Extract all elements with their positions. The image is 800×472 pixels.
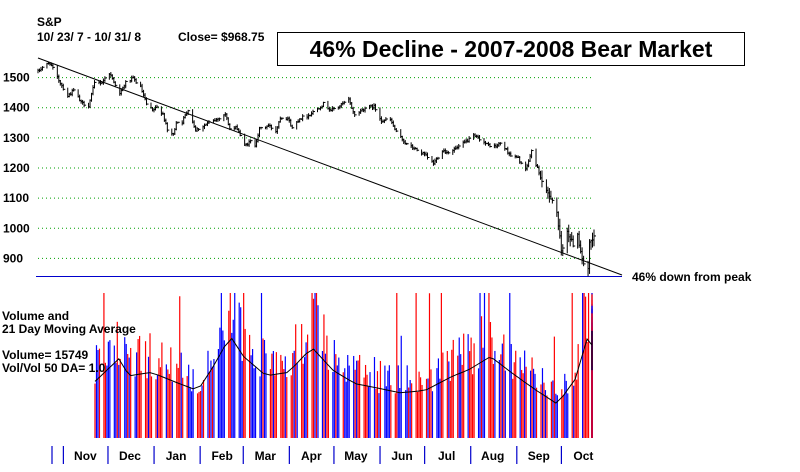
volume-title-line-1: Volume and xyxy=(2,309,70,323)
month-label-2: Jan xyxy=(166,449,187,463)
month-label-4: Mar xyxy=(255,449,277,463)
month-label-3: Feb xyxy=(211,449,232,463)
month-label-6: May xyxy=(344,449,368,463)
volume-ratio: Vol/Vol 50 DA= 1.0 xyxy=(2,361,106,375)
month-label-7: Jun xyxy=(391,449,412,463)
volume-value: Volume= 15749 xyxy=(2,348,89,362)
y-tick-label-1500: 1500 xyxy=(3,71,30,85)
y-tick-label-1400: 1400 xyxy=(3,101,30,115)
chart-title: 46% Decline - 2007-2008 Bear Market xyxy=(277,32,745,66)
month-label-10: Sep xyxy=(528,449,550,463)
volume-legend: Volume and 21 Day Moving Average Volume=… xyxy=(2,310,136,375)
date-range-label: 10/ 23/ 7 - 10/ 31/ 8 xyxy=(37,30,142,44)
y-tick-label-1200: 1200 xyxy=(3,161,30,175)
volume-title-line-2: 21 Day Moving Average xyxy=(2,322,136,336)
baseline-annotation: 46% down from peak xyxy=(632,270,752,284)
trendline xyxy=(37,57,623,276)
month-label-11: Oct xyxy=(573,449,593,463)
volume-moving-average-line xyxy=(94,330,593,404)
month-label-8: Jul xyxy=(438,449,455,463)
month-label-9: Aug xyxy=(481,449,504,463)
y-tick-label-900: 900 xyxy=(3,251,23,265)
y-tick-label-1100: 1100 xyxy=(3,191,29,205)
month-label-5: Apr xyxy=(301,449,322,463)
month-label-0: Nov xyxy=(74,449,97,463)
y-tick-label-1000: 1000 xyxy=(3,221,30,235)
month-label-1: Dec xyxy=(119,449,141,463)
close-label: Close= $968.75 xyxy=(178,30,265,44)
ticker-label: S&P xyxy=(37,15,62,29)
y-tick-label-1300: 1300 xyxy=(3,131,30,145)
